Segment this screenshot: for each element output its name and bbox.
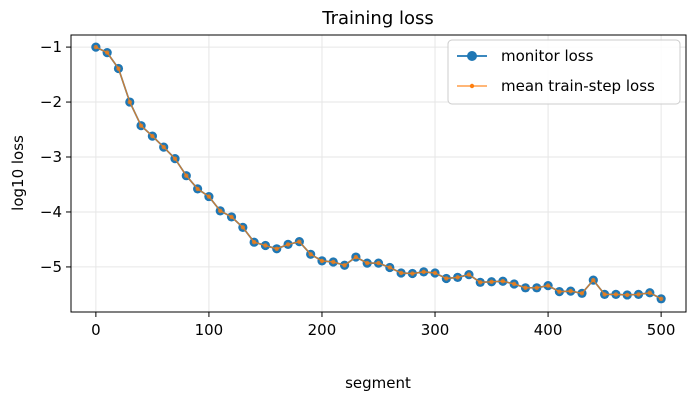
data-point [511,281,517,287]
data-point [342,263,347,268]
data-point [172,156,178,161]
data-point [478,280,483,285]
data-point [240,225,246,230]
legend: monitor loss mean train-step loss [447,39,681,105]
data-point [285,242,291,247]
data-point [410,271,415,276]
legend-monitor-loss-marker [467,51,477,61]
data-point [432,270,438,276]
x-tick-label: 0 [91,321,101,339]
data-point [93,44,99,50]
data-point [500,279,506,284]
x-tick-label: 400 [534,321,563,339]
data-point [625,292,630,298]
data-point [229,214,234,220]
data-point [251,240,257,245]
series-layer [91,42,666,304]
data-point [444,276,449,281]
data-point [104,50,110,55]
data-point [297,239,302,244]
legend-monitor-loss-label: monitor loss [501,47,594,65]
data-point [523,285,528,291]
y-tick-label: −5 [40,258,62,276]
legend-train-step-loss-marker [469,83,475,89]
data-point [398,270,404,276]
legend-train-step-loss-label: mean train-step loss [501,77,655,95]
y-tick-label: −2 [40,93,62,111]
x-tick-label: 300 [421,321,450,339]
data-point [353,254,359,260]
data-point [489,279,494,284]
data-point [387,265,393,270]
data-point [557,289,562,294]
y-tick-label: −1 [40,38,62,56]
data-point [534,285,539,291]
data-point [364,260,370,266]
data-point [466,272,472,277]
data-point [161,144,166,150]
data-point [218,208,223,214]
data-point [263,243,268,248]
data-point [545,283,551,288]
data-point [658,296,664,302]
legend-box [447,39,681,105]
data-point [319,258,325,264]
data-point [206,194,212,199]
y-axis-label: log10 loss [9,135,27,211]
data-point [568,288,573,294]
data-point [150,133,155,139]
data-point [647,290,653,295]
y-tick-label: −4 [40,203,62,221]
data-point [195,186,200,192]
data-point [116,66,121,71]
data-point [636,292,641,297]
data-point [331,259,336,265]
y-tick-label: −3 [40,148,62,166]
x-axis-label: segment [345,374,411,392]
x-tick-label: 500 [647,321,676,339]
x-tick-label: 100 [195,321,224,339]
data-point [455,275,460,280]
data-point [421,269,426,275]
ticks: 0 100 200 300 400 500 −1 −2 −3 −4 −5 [40,38,676,339]
data-point [308,252,313,257]
data-point [602,292,607,297]
chart-title: Training loss [321,8,434,29]
data-point [138,123,144,128]
data-point [127,99,132,105]
data-point [613,292,619,297]
x-tick-label: 200 [308,321,337,339]
data-point [184,173,189,178]
data-point [591,277,596,283]
data-point [376,260,381,266]
series-train-step-loss [93,44,664,302]
plot-frame [70,34,687,313]
data-point [274,246,279,251]
data-point [579,291,585,296]
